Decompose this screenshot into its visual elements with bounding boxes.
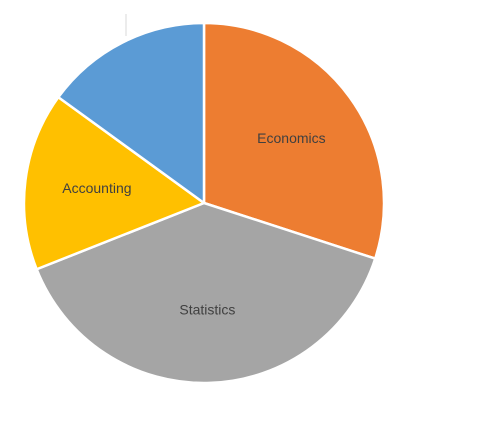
pie-labels: Economics Statistics Accounting [62,130,325,317]
pie-slices [22,21,386,385]
pie-slice-economics [202,21,386,260]
pie-label-statistics: Statistics [179,302,235,318]
pie-slice-accounting [22,95,206,271]
pie-label-economics: Economics [257,130,325,146]
pie-slice-slice-4 [57,21,206,205]
pie-label-accounting: Accounting [62,180,131,196]
pie-slice-statistics [35,201,377,385]
